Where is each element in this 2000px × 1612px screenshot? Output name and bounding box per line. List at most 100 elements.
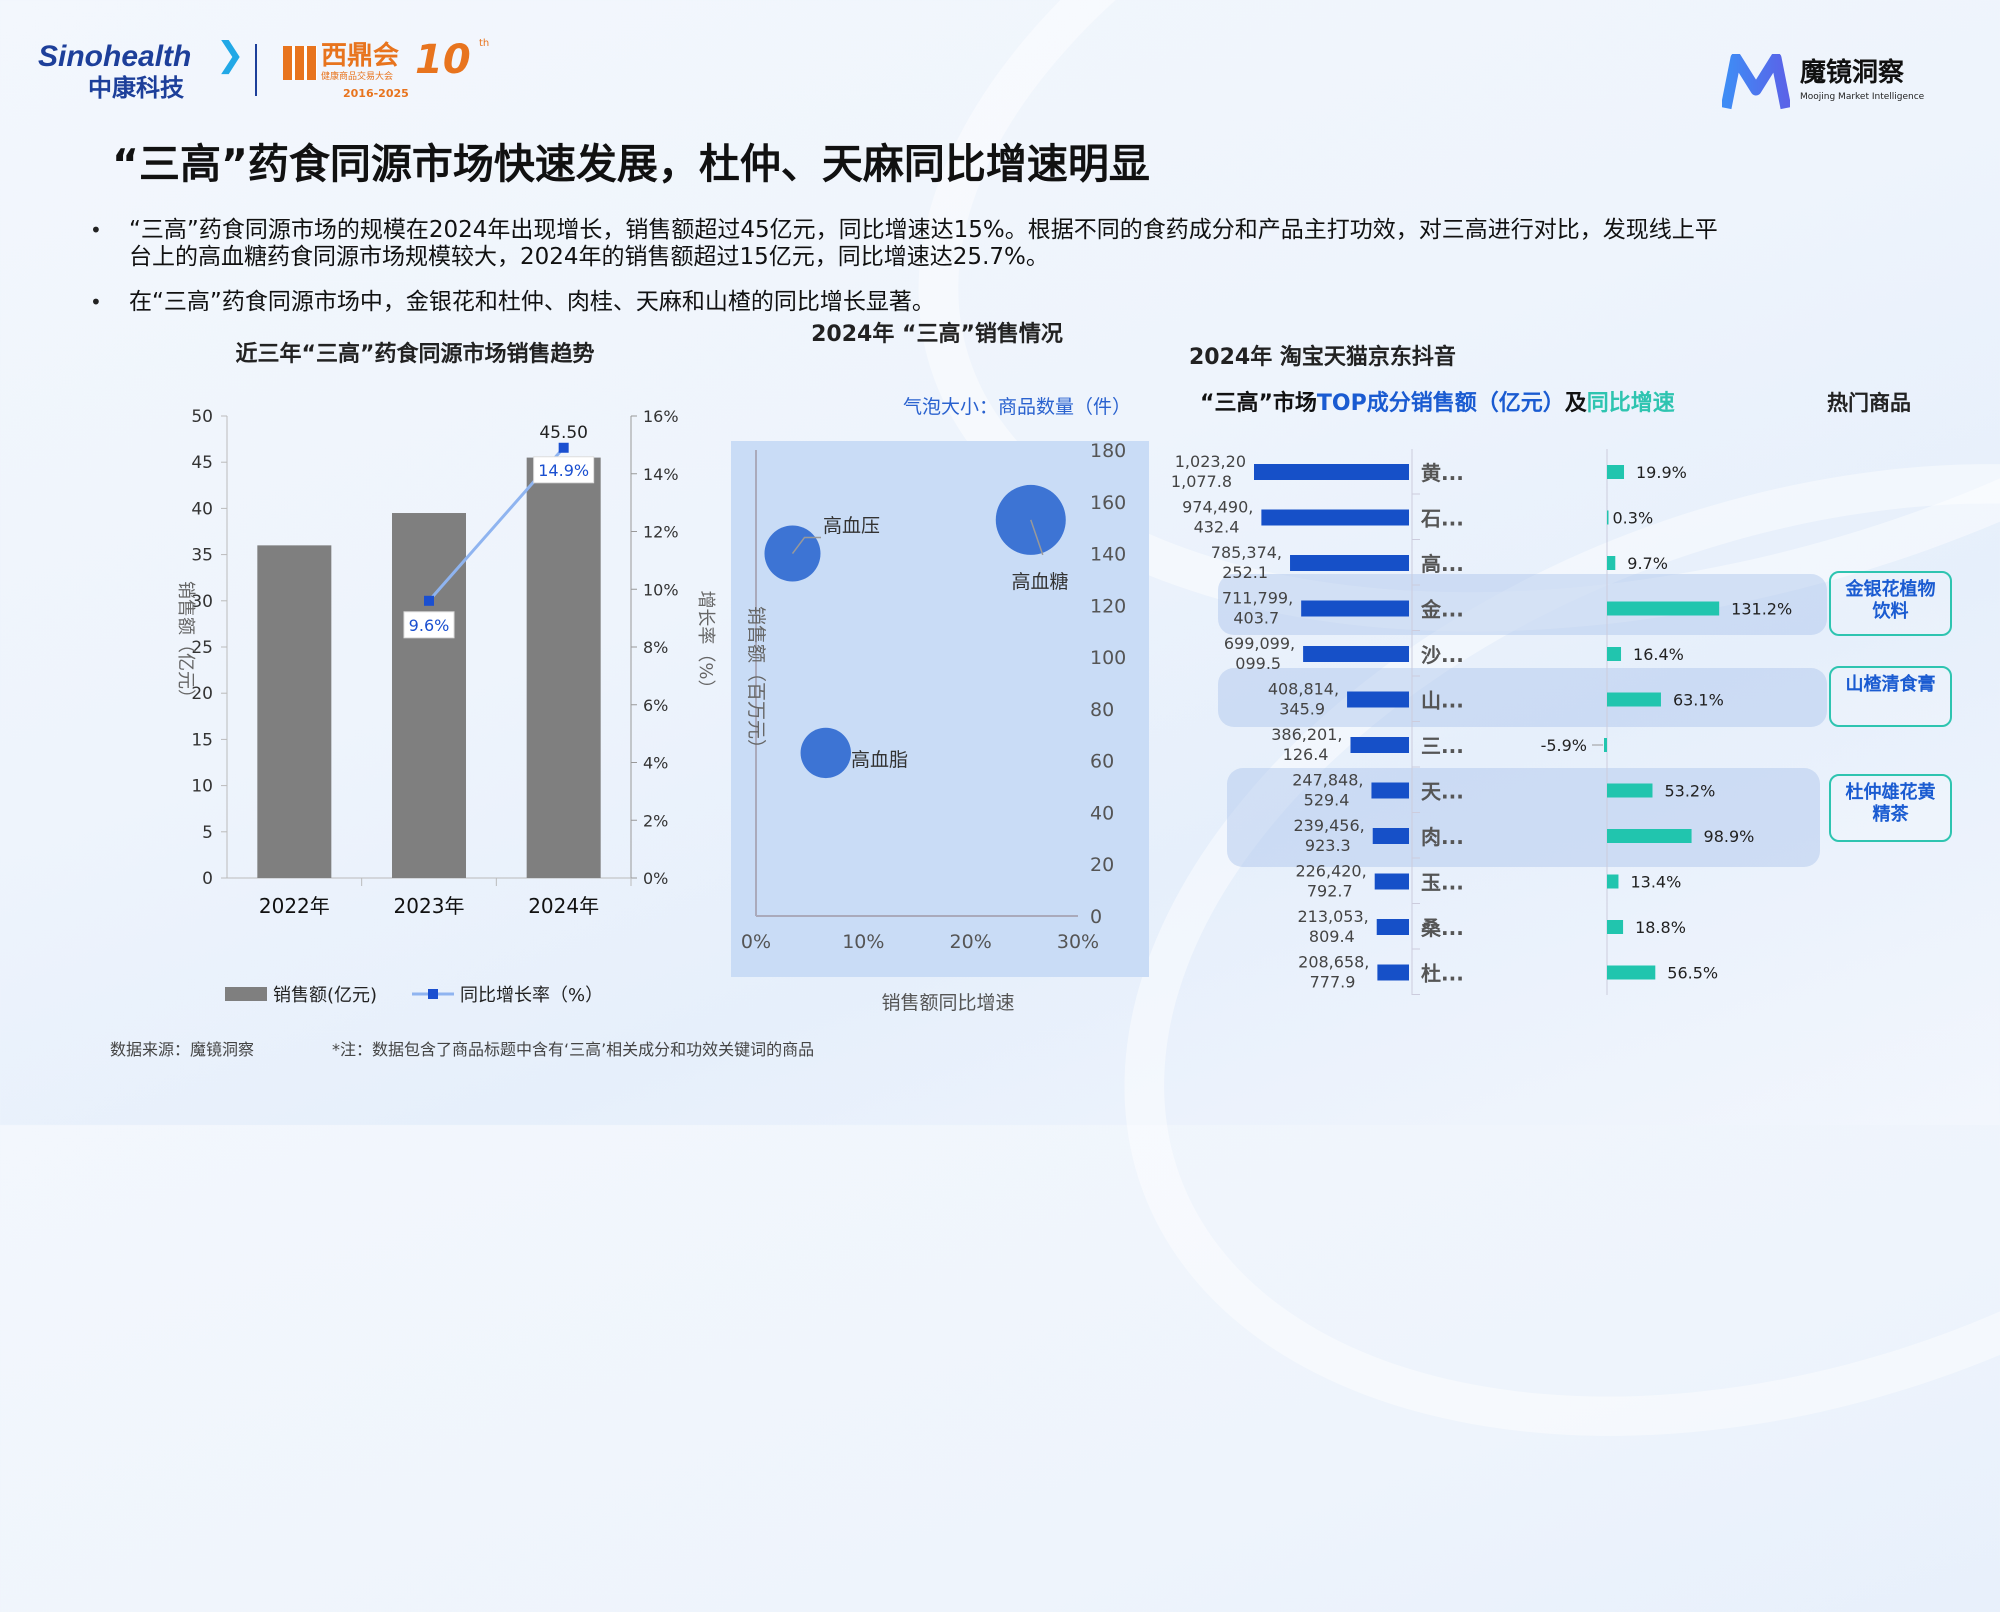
logo-divider — [255, 44, 257, 96]
leader-line — [791, 536, 821, 555]
page-title: “三高”药食同源市场快速发展，杜仲、天麻同比增速明显 — [112, 140, 1150, 188]
bullet-dot: • — [90, 290, 102, 314]
legend-bar-swatch — [225, 987, 267, 1001]
hot-product-box: 金银花植物 饮料 — [1829, 571, 1952, 636]
bubble-label: 高血糖 — [1011, 571, 1068, 593]
sinohealth-logo-cn: 中康科技 — [88, 74, 184, 102]
growth-label: -5.9% — [1541, 736, 1587, 755]
ingredient-chart-subtitle: “三高”市场TOP成分销售额（亿元）及同比增速 — [1200, 391, 1675, 417]
hot-product-box: 山楂清食膏 — [1829, 666, 1952, 727]
growth-bar — [1607, 829, 1692, 843]
y2-tick-label: 4% — [643, 754, 668, 773]
hot-product-line: 饮料 — [1872, 601, 1909, 622]
category-label: 桑... — [1421, 916, 1464, 940]
y-axis-label: 销售额（百万元） — [745, 606, 767, 758]
sales-label: 923.3 — [1305, 836, 1351, 855]
category-label: 金... — [1420, 598, 1464, 622]
category-label: 杜... — [1421, 962, 1464, 986]
plot-background — [731, 441, 1149, 977]
y-tick-label: 160 — [1090, 492, 1126, 514]
growth-bar — [1604, 738, 1607, 752]
sales-bar — [1261, 509, 1409, 526]
sales-label: 099.5 — [1235, 654, 1281, 673]
growth-label: 9.6% — [409, 616, 450, 635]
category-label: 肉... — [1421, 825, 1464, 849]
growth-label: 18.8% — [1635, 918, 1686, 937]
bubble-size-note: 气泡大小：商品数量（件） — [902, 396, 1131, 418]
growth-bar — [1607, 920, 1624, 934]
xidinghui-name: 西鼎会 — [321, 41, 400, 71]
sales-label: 126.4 — [1283, 745, 1329, 764]
category-label: 黄... — [1421, 461, 1464, 485]
xidinghui-sub: 健康商品交易大会 — [321, 72, 394, 82]
sales-label: 529.4 — [1304, 791, 1350, 810]
x-tick-label: 20% — [950, 931, 992, 953]
growth-marker — [424, 595, 434, 606]
growth-label: 14.9% — [538, 461, 589, 480]
x-tick-label: 2024年 — [528, 894, 599, 918]
growth-label: 13.4% — [1630, 873, 1681, 892]
highlight-band-shan — [1218, 668, 1827, 727]
y-tick-label: 30 — [191, 592, 213, 612]
legend-line-label: 同比增长率（%） — [460, 985, 603, 1006]
growth-label: 16.4% — [1633, 645, 1684, 664]
bullet-dot: • — [90, 218, 102, 242]
growth-label: 98.9% — [1704, 827, 1755, 846]
sales-bar — [1374, 873, 1409, 890]
y2-tick-label: 10% — [643, 580, 679, 599]
category-label: 高... — [1421, 552, 1464, 576]
growth-bar — [1607, 783, 1653, 798]
y-tick-label: 140 — [1090, 544, 1126, 566]
sales-label: 345.9 — [1279, 700, 1325, 719]
growth-bar — [1607, 692, 1661, 707]
bullet-1-line-1: “三高”药食同源市场的规模在2024年出现增长，销售额超过45亿元，同比增速达1… — [129, 217, 1718, 243]
leader-line — [1030, 519, 1044, 556]
sales-label: 408,814, — [1268, 680, 1339, 699]
moojing-en: Moojing Market Intelligence — [1800, 92, 1925, 102]
category-label: 石... — [1420, 507, 1464, 531]
sinohealth-logo-text: Sinohealth — [38, 40, 192, 73]
subtitle-part: TOP成分销售额（亿元） — [1316, 391, 1565, 416]
subtitle-part: “三高”市场 — [1200, 391, 1317, 416]
hot-products-label: 热门商品 — [1827, 391, 1911, 415]
growth-marker — [558, 442, 569, 453]
y2-tick-label: 0% — [643, 869, 668, 888]
legend-line-marker — [428, 989, 438, 999]
growth-bar — [1607, 465, 1625, 479]
sales-bar — [1371, 782, 1409, 799]
y-tick-label: 40 — [191, 499, 213, 519]
y2-tick-label: 6% — [643, 696, 668, 715]
sales-bar — [1350, 737, 1409, 753]
trend-chart: 0 5 10 15 20 25 30 35 40 45 50 0% 2% 4% 6% 8% 10% 12% 14% 1… — [175, 407, 716, 1006]
trend-chart-title: 近三年“三高”药食同源市场销售趋势 — [235, 342, 595, 367]
legend-bar-label: 销售额(亿元) — [273, 985, 377, 1006]
growth-label-box — [403, 611, 455, 639]
y-tick-label: 25 — [191, 638, 213, 658]
sales-label: 213,053, — [1297, 907, 1368, 926]
y-tick-label: 10 — [191, 777, 213, 797]
ingredient-chart: 1,023,201,077.8 黄... 19.9% 974,490,432.4 石..… — [1171, 449, 1792, 995]
data-label: 45.50 — [539, 423, 588, 443]
x-tick-label: 2022年 — [259, 894, 330, 918]
xidinghui-th: th — [479, 38, 490, 49]
bubble-chart: 0 20 40 60 80 100 120 140 160 180 0% 10% 20% 30% 高血压高血… — [731, 440, 1149, 1014]
growth-label: 19.9% — [1636, 463, 1687, 482]
footnote: *注：数据包含了商品标题中含有‘三高’相关成分和功效关键词的商品 — [332, 1040, 815, 1059]
growth-bar — [1607, 647, 1622, 661]
growth-label-box — [533, 456, 595, 484]
x-tick-label: 2023年 — [394, 894, 465, 918]
sales-bar — [1347, 691, 1409, 708]
x-tick-label: 10% — [842, 931, 884, 953]
bubble-高血糖 — [995, 484, 1066, 555]
hot-product-line: 金银花植物 — [1845, 579, 1936, 600]
y-tick-label: 5 — [202, 823, 213, 843]
sales-bar — [1303, 646, 1409, 662]
sales-label: 1,023,20 — [1175, 452, 1246, 471]
data-source: 数据来源：魔镜洞察 — [110, 1040, 255, 1059]
x-tick-label: 30% — [1057, 931, 1099, 953]
bubble-chart-title: 2024年 “三高”销售情况 — [811, 322, 1063, 347]
highlight-band-tian-rou — [1227, 768, 1820, 867]
y-tick-label: 0 — [1090, 906, 1102, 928]
bubble-label: 高血脂 — [851, 749, 908, 771]
sales-bar — [1376, 919, 1409, 935]
